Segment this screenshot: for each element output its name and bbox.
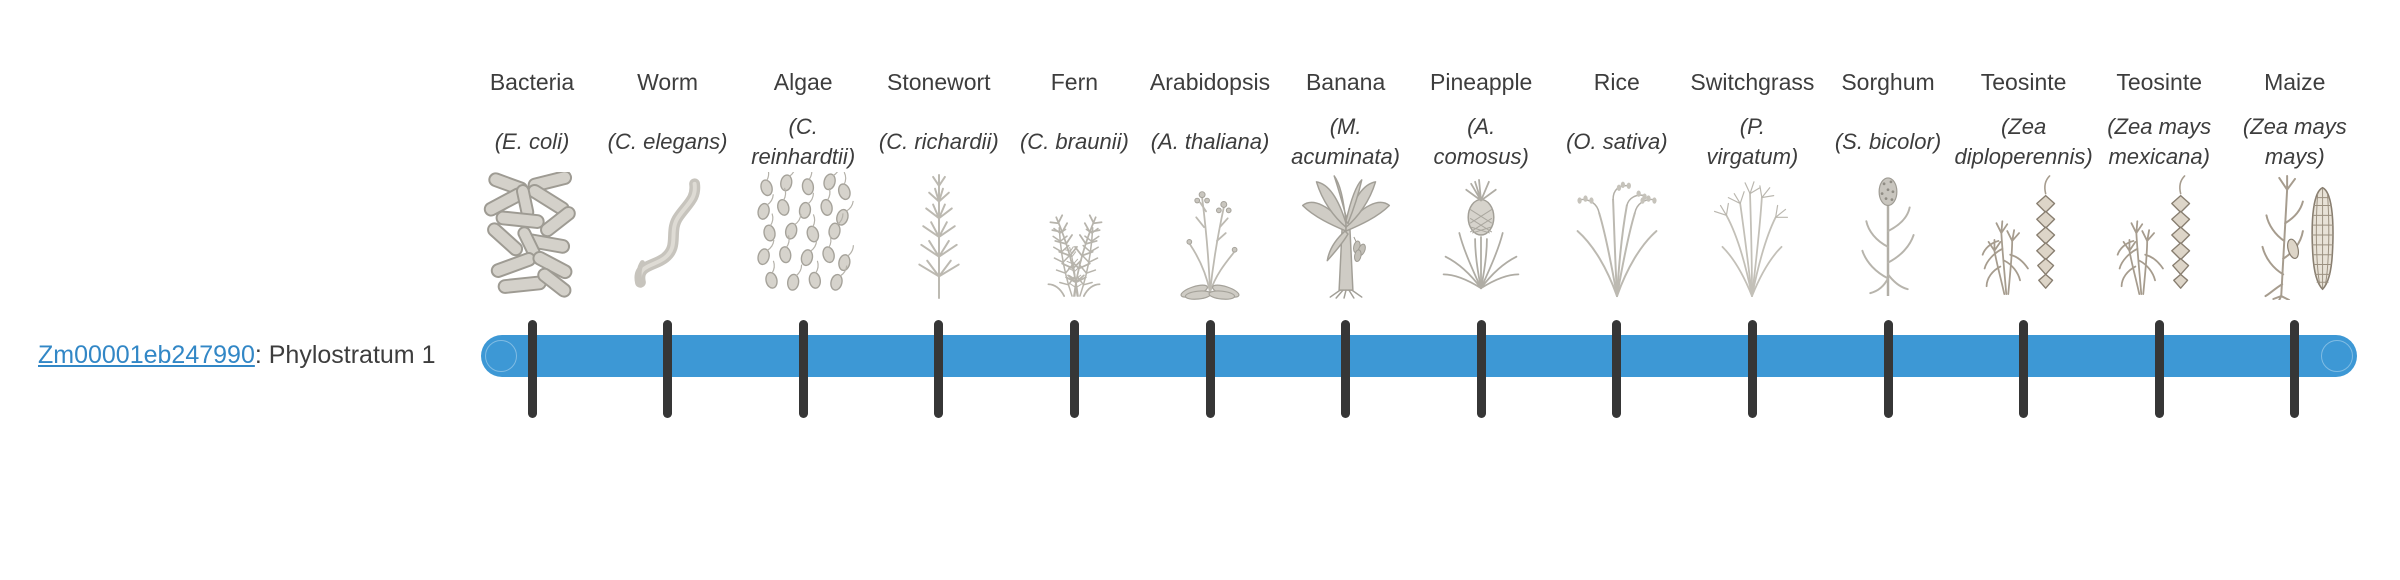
timeline-tick — [2290, 320, 2300, 418]
organism-icon-use — [1038, 215, 1115, 298]
organism-name: Arabidopsis — [1149, 69, 1271, 95]
organism-icon-use — [757, 172, 854, 291]
organism-icon-use — [1577, 182, 1656, 296]
organism-species: (A. comosus) — [1433, 114, 1529, 169]
rice-illustration — [1557, 172, 1677, 300]
organism-illustration — [1286, 172, 1406, 300]
organism-species: (S. bicolor) — [1834, 129, 1942, 154]
bacteria-illustration — [472, 172, 592, 300]
teosinte-illustration — [2099, 172, 2219, 300]
organism-illustration — [743, 172, 863, 300]
organism-icon-use — [1715, 182, 1788, 296]
organism-species: (Zea mays mexicana) — [2107, 114, 2212, 169]
pineapple-illustration — [1421, 172, 1541, 300]
timeline-tick — [1612, 320, 1622, 418]
organism-illustration — [2099, 172, 2219, 300]
organism-name: Maize — [2264, 69, 2326, 95]
organism-icon-use — [2118, 176, 2190, 294]
timeline-tick — [527, 320, 537, 418]
organism-name: Worm — [637, 69, 699, 95]
timeline-tick — [934, 320, 944, 418]
organism-icon-use — [1302, 176, 1389, 298]
organism-icon-use — [1180, 192, 1240, 300]
organism-icon-use — [483, 172, 578, 299]
organism-illustration — [472, 172, 592, 300]
timeline-bar — [481, 335, 2357, 377]
worm-illustration — [608, 172, 728, 300]
organism-icon-use — [919, 175, 958, 298]
organism-species: (Zea mays mays) — [2242, 114, 2347, 169]
organism-species: (C. reinhardtii) — [751, 114, 856, 169]
organism-species: (M. acuminata) — [1291, 114, 1401, 169]
organism-illustration — [1421, 172, 1541, 300]
organism-species: (Zea diploperennis) — [1954, 114, 2093, 169]
organism-name: Teosinte — [2116, 69, 2203, 95]
sorghum-illustration — [1828, 172, 1948, 300]
organism-illustration — [1014, 172, 1134, 300]
organism-illustration — [1828, 172, 1948, 300]
organism-name: Rice — [1593, 69, 1640, 95]
organism-name: Stonewort — [887, 69, 991, 95]
organism-species: (A. thaliana) — [1150, 129, 1270, 154]
gene-link[interactable]: Zm00001eb247990 — [38, 341, 255, 369]
organism-illustration — [2235, 172, 2355, 300]
maize-illustration — [2235, 172, 2355, 300]
timeline-tick — [1069, 320, 1079, 418]
organism-name: Bacteria — [489, 69, 575, 95]
gene-label-suffix: : Phylostratum 1 — [254, 341, 436, 369]
organism-name: Banana — [1305, 69, 1386, 95]
organism-species: (C. richardii) — [878, 129, 999, 154]
organism-illustration — [1557, 172, 1677, 300]
timeline-tick — [2019, 320, 2029, 418]
organism-name: Fern — [1050, 69, 1099, 95]
timeline-tick — [1341, 320, 1351, 418]
timeline-tick — [663, 320, 673, 418]
organism-name: Algae — [773, 69, 833, 95]
organism-name: Teosinte — [1980, 69, 2067, 95]
algae-illustration — [743, 172, 863, 300]
timeline-tick — [1883, 320, 1893, 418]
organism-species: (E. coli) — [494, 129, 570, 154]
organism-species: (O. sativa) — [1566, 129, 1668, 154]
timeline-tick — [1205, 320, 1215, 418]
stonewort-illustration — [879, 172, 999, 300]
organism-icon-use — [1982, 176, 2054, 294]
organism-name: Sorghum — [1841, 69, 1935, 95]
banana-illustration — [1286, 172, 1406, 300]
organism-species: (C. elegans) — [607, 129, 728, 154]
fern-illustration — [1014, 172, 1134, 300]
timeline-tick — [798, 320, 808, 418]
teosinte-illustration — [1964, 172, 2084, 300]
organism-illustration — [1150, 172, 1270, 300]
organism-species: (P. virgatum) — [1706, 114, 1799, 169]
organism-icon-use — [1862, 178, 1913, 296]
organism-illustration — [1964, 172, 2084, 300]
timeline-tick — [1747, 320, 1757, 418]
gene-label: Zm00001eb247990: Phylostratum 1 — [38, 338, 436, 372]
organism-illustration — [1692, 172, 1812, 300]
organism-species: (C. braunii) — [1019, 129, 1129, 154]
organism-icon-use — [1444, 180, 1519, 288]
timeline-tick — [1476, 320, 1486, 418]
arabidopsis-illustration — [1150, 172, 1270, 300]
organism-illustration — [608, 172, 728, 300]
switchgrass-illustration — [1692, 172, 1812, 300]
organism-illustration — [879, 172, 999, 300]
organism-name: Pineapple — [1430, 69, 1533, 95]
organism-name: Switchgrass — [1690, 69, 1815, 95]
organism-icon-use — [2262, 176, 2333, 300]
timeline-tick — [2154, 320, 2164, 418]
organism-icon-use — [639, 184, 695, 283]
